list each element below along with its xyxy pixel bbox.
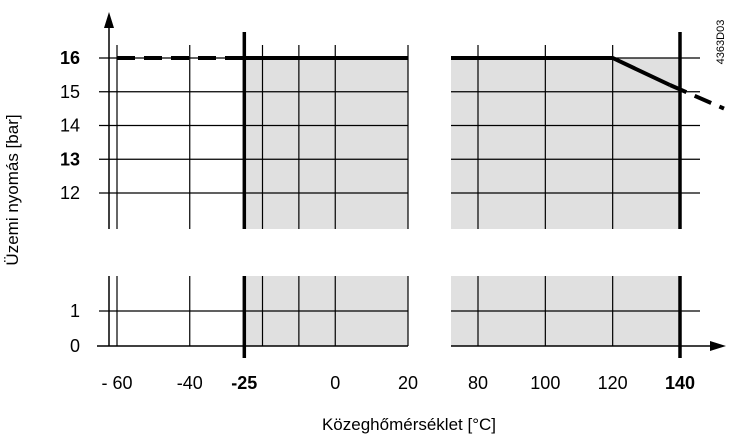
x-tick-label-20: 20 [398, 373, 418, 393]
y-tick-label-14: 14 [60, 116, 80, 136]
x-tick-label-120: 120 [598, 373, 628, 393]
x-tick-label-140: 140 [665, 373, 695, 393]
x-axis-arrow [710, 341, 726, 351]
x-tick-label--25: -25 [231, 373, 257, 393]
x-tick-label-100: 100 [530, 373, 560, 393]
y-tick-label-1: 1 [70, 301, 80, 321]
series-0-right [451, 56, 671, 87]
x-axis-title: Közeghőmérséklet [°C] [322, 415, 496, 434]
x-tick-label-80: 80 [468, 373, 488, 393]
x-tick-label--40: -40 [177, 373, 203, 393]
y-tick-label-12: 12 [60, 183, 80, 203]
x-tick-label-0: 0 [330, 373, 340, 393]
y-tick-label-15: 15 [60, 82, 80, 102]
y-axis-arrow [104, 12, 114, 28]
shaded-region-right-upper [451, 58, 680, 229]
x-tick-label--60: - 60 [101, 373, 132, 393]
y-tick-label-0: 0 [70, 336, 80, 356]
y-axis-title: Üzemi nyomás [bar] [3, 114, 22, 265]
y-tick-label-16: 16 [60, 48, 80, 68]
y-tick-label-13: 13 [60, 149, 80, 169]
series-2-dashed [669, 83, 725, 111]
drawing-code-label: 4363D03 [715, 20, 727, 65]
shaded-region-left-upper [244, 58, 408, 229]
